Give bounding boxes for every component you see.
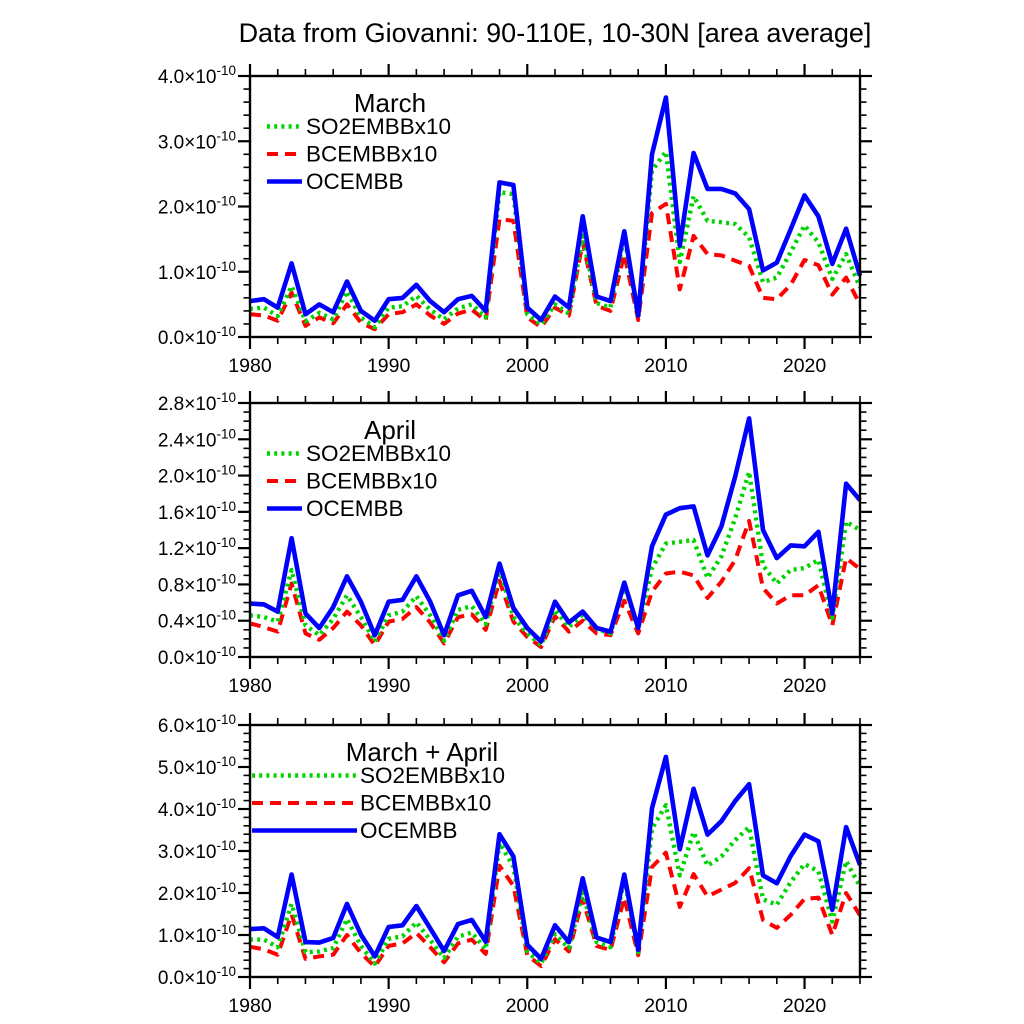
legend-label-bcembbx10: BCEMBBx10 bbox=[360, 791, 491, 816]
y-tick-label: 2.4×10-10 bbox=[158, 426, 236, 451]
legend-label-ocembb: OCEMBB bbox=[360, 818, 458, 843]
legend-label-bcembbx10: BCEMBBx10 bbox=[306, 469, 437, 494]
y-tick-label: 0.0×10-10 bbox=[158, 644, 236, 669]
y-tick-label: 3.0×10-10 bbox=[158, 838, 236, 863]
x-tick-label: 2020 bbox=[783, 675, 827, 697]
x-tick-label: 2010 bbox=[644, 355, 688, 377]
x-tick-label: 2010 bbox=[644, 995, 688, 1017]
panel-march: 0.0×10-10 1.0×10-10 2.0×10-10 3.0×10-10 4.0×… bbox=[158, 63, 872, 377]
series-line-ocembb bbox=[249, 95, 863, 324]
x-tick-label: 2000 bbox=[506, 355, 550, 377]
x-tick-label: 1990 bbox=[367, 675, 411, 697]
legend-label-so2embbx10: SO2EMBBx10 bbox=[306, 114, 451, 139]
legend-title: March bbox=[354, 88, 426, 118]
y-tick-label: 6.0×10-10 bbox=[158, 712, 236, 737]
legend-title: April bbox=[364, 415, 416, 445]
plot-frame bbox=[248, 74, 862, 339]
y-tick-label: 1.0×10-10 bbox=[158, 259, 236, 284]
legend-label-ocembb: OCEMBB bbox=[306, 169, 404, 194]
y-tick-label: 0.8×10-10 bbox=[158, 571, 236, 596]
y-tick-label: 2.8×10-10 bbox=[158, 390, 236, 415]
y-tick-label: 5.0×10-10 bbox=[158, 754, 236, 779]
y-tick-label: 2.0×10-10 bbox=[158, 194, 236, 219]
y-tick-label: 0.0×10-10 bbox=[158, 964, 236, 989]
panel-march-april: 0.0×10-10 1.0×10-10 2.0×10-10 3.0×10-10 4.0×… bbox=[158, 712, 872, 1017]
series-line-ocembb bbox=[249, 416, 862, 644]
y-tick-label: 1.0×10-10 bbox=[158, 922, 236, 947]
y-tick-label: 0.4×10-10 bbox=[158, 608, 236, 633]
y-tick-label: 1.6×10-10 bbox=[158, 499, 236, 524]
x-tick-label: 2020 bbox=[783, 355, 827, 377]
x-tick-label: 2000 bbox=[506, 675, 550, 697]
series-line-ocembb bbox=[249, 754, 863, 962]
plot-frame bbox=[248, 723, 862, 979]
x-tick-label: 1990 bbox=[367, 995, 411, 1017]
y-tick-label: 2.0×10-10 bbox=[158, 880, 236, 905]
series-line-bcembbx10 bbox=[249, 518, 862, 649]
x-tick-label: 1990 bbox=[367, 355, 411, 377]
x-tick-label: 1980 bbox=[228, 675, 272, 697]
series-line-so2embbx10 bbox=[250, 803, 862, 966]
x-tick-label: 1980 bbox=[228, 355, 272, 377]
legend-label-so2embbx10: SO2EMBBx10 bbox=[306, 441, 451, 466]
y-tick-label: 1.2×10-10 bbox=[158, 535, 236, 560]
x-tick-label: 1980 bbox=[228, 995, 272, 1017]
series-line-so2embbx10 bbox=[249, 149, 863, 330]
y-tick-label: 4.0×10-10 bbox=[158, 63, 236, 88]
plot-frame bbox=[248, 401, 862, 659]
legend-title: March + April bbox=[346, 737, 498, 767]
y-tick-label: 3.0×10-10 bbox=[158, 128, 236, 153]
series-line-bcembbx10 bbox=[249, 850, 862, 969]
series-line-bcembbx10 bbox=[249, 201, 862, 332]
y-tick-label: 4.0×10-10 bbox=[158, 796, 236, 821]
legend-label-bcembbx10: BCEMBBx10 bbox=[306, 142, 437, 167]
x-tick-label: 2000 bbox=[506, 995, 550, 1017]
series-line-so2embbx10 bbox=[249, 469, 862, 648]
y-tick-label: 2.0×10-10 bbox=[158, 463, 236, 488]
x-tick-label: 2010 bbox=[644, 675, 688, 697]
legend-label-so2embbx10: SO2EMBBx10 bbox=[360, 763, 505, 788]
figure-title: Data from Giovanni: 90-110E, 10-30N [are… bbox=[238, 18, 872, 48]
y-tick-label: 0.0×10-10 bbox=[158, 324, 236, 349]
x-tick-label: 2020 bbox=[783, 995, 827, 1017]
legend-label-ocembb: OCEMBB bbox=[306, 496, 404, 521]
panel-april: 0.0×10-10 0.4×10-10 0.8×10-10 1.2×10-10 1.6×… bbox=[158, 390, 872, 697]
